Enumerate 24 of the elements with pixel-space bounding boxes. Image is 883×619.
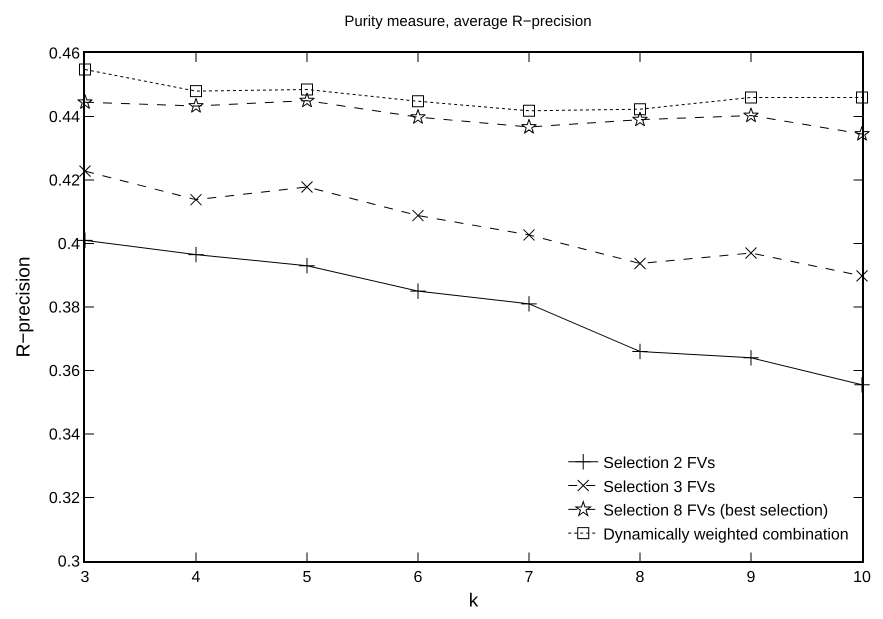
x-tick-label: 8: [636, 568, 645, 586]
legend-label: Selection 8 FVs (best selection): [603, 502, 828, 520]
y-tick-label: 0.42: [48, 172, 80, 190]
x-tick-label: 5: [302, 568, 312, 586]
legend-label: Selection 3 FVs: [603, 478, 716, 496]
chart-title: Purity measure, average R−precision: [344, 12, 592, 30]
x-tick-label: 10: [853, 568, 871, 586]
y-tick-label: 0.44: [48, 109, 80, 126]
y-tick-label: 0.3: [58, 554, 80, 571]
y-tick-label: 0.32: [48, 490, 80, 508]
x-tick-label: 9: [746, 568, 756, 586]
y-tick-label: 0.38: [48, 300, 80, 317]
legend-label: Selection 2 FVs: [603, 454, 716, 472]
y-tick-label: 0.4: [58, 236, 80, 254]
y-tick-label: 0.34: [48, 426, 80, 444]
x-tick-label: 6: [414, 568, 423, 586]
x-axis-title: k: [468, 590, 479, 612]
x-tick-label: 7: [524, 568, 534, 586]
y-tick-label: 0.36: [48, 363, 80, 380]
x-tick-label: 3: [80, 568, 90, 586]
y-tick-label: 0.46: [48, 46, 80, 63]
legend-label: Dynamically weighted combination: [603, 526, 849, 544]
y-axis-title: R−precision: [13, 256, 34, 358]
x-tick-label: 4: [192, 568, 201, 586]
